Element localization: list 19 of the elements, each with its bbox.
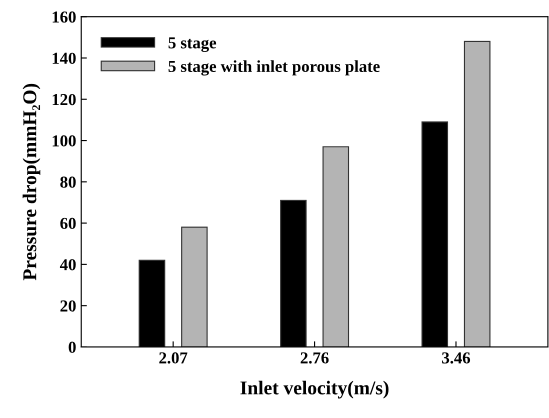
y-axis-title: Pressure drop(mmH₂O) bbox=[22, 84, 40, 280]
y-tick-label: 100 bbox=[52, 135, 76, 146]
bar bbox=[464, 40, 490, 347]
bar bbox=[181, 226, 208, 347]
x-tick-label: 2.76 bbox=[300, 352, 329, 364]
y-tick-label: 0 bbox=[68, 342, 76, 353]
x-tick-label: 2.07 bbox=[159, 352, 188, 364]
y-tick-label: 60 bbox=[60, 218, 76, 230]
legend-label: 5 stage with inlet porous plate bbox=[168, 60, 380, 76]
x-tick-label: 3.46 bbox=[442, 352, 470, 364]
y-tick-label: 80 bbox=[60, 176, 76, 188]
y-tick-label: 120 bbox=[52, 94, 76, 106]
y-tick-label: 20 bbox=[60, 300, 76, 312]
y-tick-label: 40 bbox=[60, 259, 76, 270]
y-tick-label: 160 bbox=[52, 11, 76, 23]
x-axis-title: Inlet velocity(m/s) bbox=[240, 380, 389, 398]
legend-label: 5 stage bbox=[168, 37, 216, 52]
bar bbox=[322, 146, 350, 347]
y-tick-label: 140 bbox=[52, 52, 76, 64]
